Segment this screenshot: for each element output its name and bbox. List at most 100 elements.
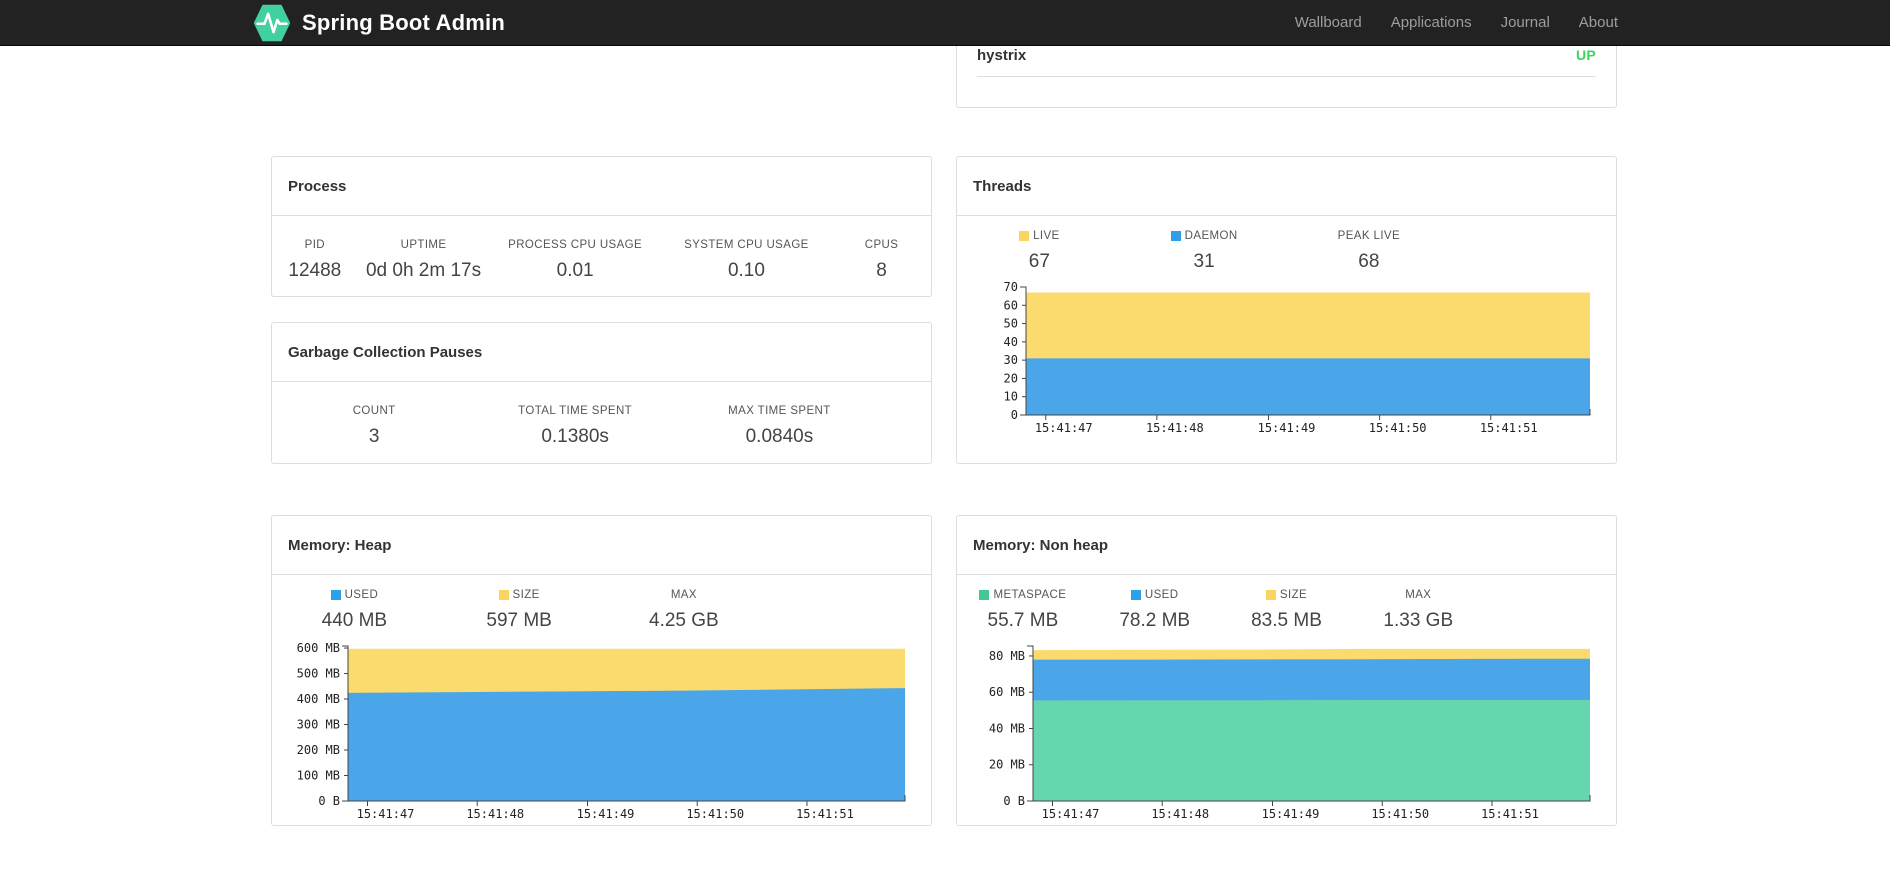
legend-item-metaspace: METASPACE 55.7 MB bbox=[957, 589, 1089, 632]
legend-item-empty bbox=[1484, 589, 1616, 632]
metric-pid: PID 12488 bbox=[272, 239, 358, 282]
metric-gc-count: COUNT 3 bbox=[272, 405, 476, 448]
series-color-swatch bbox=[330, 590, 341, 600]
gc-metrics-row: COUNT 3 TOTAL TIME SPENT 0.1380s MAX TIM… bbox=[272, 382, 931, 448]
metric-value: 3 bbox=[368, 426, 380, 447]
svg-text:15:41:49: 15:41:49 bbox=[577, 807, 635, 821]
svg-text:60 MB: 60 MB bbox=[989, 685, 1025, 699]
application-status-badge: UP bbox=[1575, 47, 1596, 63]
legend-text: USED bbox=[1144, 589, 1179, 601]
svg-text:15:41:48: 15:41:48 bbox=[1151, 807, 1209, 821]
nav-link-about[interactable]: About bbox=[1578, 14, 1618, 31]
legend-label: SIZE bbox=[437, 589, 602, 601]
process-metrics-row: PID 12488 UPTIME 0d 0h 2m 17s PROCESS CP… bbox=[272, 216, 931, 282]
legend-value: 597 MB bbox=[486, 610, 552, 631]
memory-heap-chart: 0 B 100 MB 200 MB 300 MB 400 MB 500 MB 600 MB 1… bbox=[297, 641, 906, 821]
nonheap-card-title: Memory: Non heap bbox=[957, 516, 1616, 575]
legend-label: DAEMON bbox=[1122, 230, 1287, 242]
svg-text:10: 10 bbox=[1004, 390, 1018, 404]
svg-text:15:41:50: 15:41:50 bbox=[686, 807, 744, 821]
metric-value: 0.01 bbox=[556, 260, 594, 281]
legend-label: LIVE bbox=[957, 230, 1122, 242]
series-color-swatch bbox=[979, 590, 990, 600]
legend-value: 68 bbox=[1358, 251, 1380, 272]
svg-text:15:41:47: 15:41:47 bbox=[1035, 421, 1093, 435]
svg-text:20 MB: 20 MB bbox=[989, 758, 1025, 772]
legend-item-live: LIVE 67 bbox=[957, 230, 1122, 273]
nav-link-wallboard[interactable]: Wallboard bbox=[1294, 14, 1362, 31]
metric-label: PROCESS CPU USAGE bbox=[508, 239, 643, 251]
legend-label: USED bbox=[1089, 589, 1221, 601]
svg-text:15:41:50: 15:41:50 bbox=[1369, 421, 1427, 435]
metric-value: 0.1380s bbox=[541, 426, 609, 447]
legend-item-daemon: DAEMON 31 bbox=[1122, 230, 1287, 273]
svg-text:60: 60 bbox=[1004, 298, 1018, 312]
metric-label: PID bbox=[304, 239, 326, 251]
series-color-swatch bbox=[1170, 231, 1181, 241]
legend-label: MAX bbox=[602, 589, 767, 601]
svg-text:300 MB: 300 MB bbox=[297, 718, 340, 732]
svg-text:15:41:47: 15:41:47 bbox=[357, 807, 415, 821]
threads-card-title: Threads bbox=[957, 157, 1616, 216]
metric-value: 0.10 bbox=[727, 260, 765, 281]
svg-text:15:41:49: 15:41:49 bbox=[1262, 807, 1320, 821]
legend-item-size: SIZE 83.5 MB bbox=[1221, 589, 1353, 632]
legend-item-max: MAX 4.25 GB bbox=[602, 589, 767, 632]
metric-gc-total-time: TOTAL TIME SPENT 0.1380s bbox=[476, 405, 674, 448]
svg-text:70: 70 bbox=[1004, 280, 1018, 294]
legend-value: 31 bbox=[1193, 251, 1215, 272]
metric-process-cpu-usage: PROCESS CPU USAGE 0.01 bbox=[489, 239, 660, 282]
threads-card: Threads LIVE 67 DAEMON 31 PEAK LIVE 68 0… bbox=[956, 156, 1617, 464]
svg-text:0: 0 bbox=[1011, 408, 1018, 422]
series-color-swatch bbox=[498, 590, 509, 600]
metric-cpus: CPUS 8 bbox=[832, 239, 931, 282]
metric-system-cpu-usage: SYSTEM CPU USAGE 0.10 bbox=[661, 239, 832, 282]
metric-label: TOTAL TIME SPENT bbox=[518, 405, 633, 417]
legend-item-used: USED 78.2 MB bbox=[1089, 589, 1221, 632]
svg-text:0 B: 0 B bbox=[318, 794, 340, 808]
legend-text: LIVE bbox=[1033, 230, 1060, 242]
metric-value: 8 bbox=[876, 260, 887, 281]
legend-text: DAEMON bbox=[1184, 230, 1238, 242]
svg-text:15:41:48: 15:41:48 bbox=[466, 807, 524, 821]
svg-text:15:41:51: 15:41:51 bbox=[1480, 421, 1538, 435]
legend-label: MAX bbox=[1352, 589, 1484, 601]
svg-text:0 B: 0 B bbox=[1003, 794, 1025, 808]
metric-value: 12488 bbox=[288, 260, 342, 281]
legend-item-used: USED 440 MB bbox=[272, 589, 437, 632]
metric-uptime: UPTIME 0d 0h 2m 17s bbox=[358, 239, 490, 282]
legend-text: MAX bbox=[670, 589, 697, 601]
svg-text:40: 40 bbox=[1004, 335, 1018, 349]
svg-text:200 MB: 200 MB bbox=[297, 743, 340, 757]
legend-item-empty bbox=[766, 589, 931, 632]
metric-label: COUNT bbox=[352, 405, 396, 417]
svg-text:15:41:51: 15:41:51 bbox=[1481, 807, 1539, 821]
spring-boot-admin-logo-icon bbox=[253, 4, 291, 41]
svg-text:600 MB: 600 MB bbox=[297, 641, 340, 655]
svg-text:15:41:48: 15:41:48 bbox=[1146, 421, 1204, 435]
legend-label: METASPACE bbox=[957, 589, 1089, 601]
legend-label: SIZE bbox=[1221, 589, 1353, 601]
threads-legend: LIVE 67 DAEMON 31 PEAK LIVE 68 bbox=[957, 216, 1616, 273]
metric-label: CPUS bbox=[864, 239, 899, 251]
process-card-title: Process bbox=[272, 157, 931, 216]
heap-card-title: Memory: Heap bbox=[272, 516, 931, 575]
application-row: hystrix UP bbox=[977, 47, 1596, 77]
metric-label: MAX TIME SPENT bbox=[728, 405, 831, 417]
nav-link-journal[interactable]: Journal bbox=[1500, 14, 1550, 31]
legend-text: USED bbox=[344, 589, 379, 601]
legend-text: METASPACE bbox=[993, 589, 1067, 601]
legend-text: MAX bbox=[1405, 589, 1432, 601]
metric-label: UPTIME bbox=[400, 239, 447, 251]
svg-text:15:41:47: 15:41:47 bbox=[1042, 807, 1100, 821]
legend-text: SIZE bbox=[512, 589, 540, 601]
application-name[interactable]: hystrix bbox=[977, 47, 1027, 64]
svg-text:30: 30 bbox=[1004, 353, 1018, 367]
nav-link-applications[interactable]: Applications bbox=[1390, 14, 1472, 31]
metric-gc-max-time: MAX TIME SPENT 0.0840s bbox=[674, 405, 885, 448]
svg-text:15:41:49: 15:41:49 bbox=[1258, 421, 1316, 435]
legend-label: USED bbox=[272, 589, 437, 601]
svg-text:20: 20 bbox=[1004, 371, 1018, 385]
legend-text: PEAK LIVE bbox=[1337, 230, 1401, 242]
brand[interactable]: Spring Boot Admin bbox=[253, 4, 505, 42]
